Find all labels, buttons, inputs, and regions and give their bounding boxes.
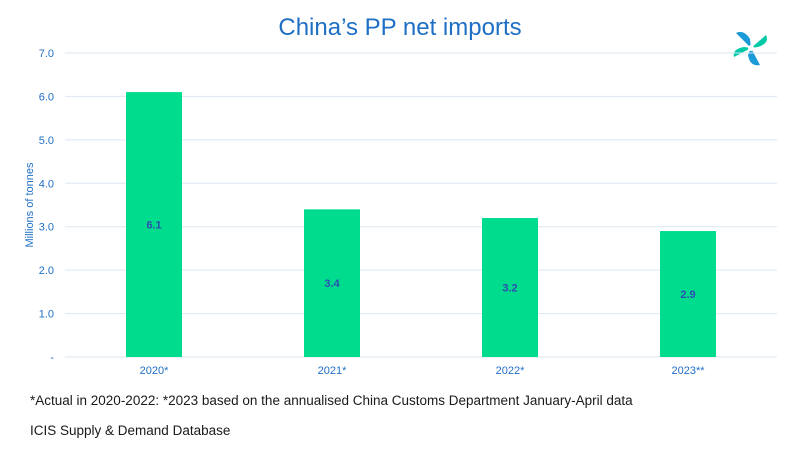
gridlines — [65, 52, 777, 358]
data-label: 6.1 — [146, 220, 161, 232]
y-tick-label: 7.0 — [39, 48, 54, 60]
y-tick-label: 1.0 — [39, 309, 54, 321]
x-tick-label: 2021* — [318, 365, 347, 377]
y-tick-label: 5.0 — [39, 135, 54, 147]
icis-logo-icon — [733, 31, 767, 66]
x-tick-label: 2020* — [140, 365, 169, 377]
y-tick-label: 3.0 — [39, 222, 54, 234]
x-axis-ticks: 2020* 2021* 2022* 2023** — [140, 365, 706, 377]
bar — [126, 92, 182, 357]
y-tick-label: 4.0 — [39, 178, 54, 190]
bar — [304, 209, 360, 357]
bar — [660, 231, 716, 357]
bar — [482, 218, 538, 357]
source-note: ICIS Supply & Demand Database — [30, 423, 231, 438]
chart-title: China’s PP net imports — [278, 14, 522, 41]
x-tick-label: 2023** — [671, 365, 705, 377]
bars — [126, 92, 716, 357]
data-label: 3.2 — [502, 283, 517, 295]
y-tick-label: 6.0 — [39, 91, 54, 103]
y-axis-label: Millions of tonnes — [24, 162, 36, 247]
footnote: *Actual in 2020-2022: *2023 based on the… — [30, 393, 633, 408]
x-tick-label: 2022* — [496, 365, 525, 377]
y-axis-ticks: - 1.0 2.0 3.0 4.0 5.0 6.0 7.0 — [39, 48, 55, 364]
data-labels: 6.1 3.4 3.2 2.9 — [146, 220, 695, 301]
data-label: 2.9 — [680, 289, 695, 301]
y-tick-label: 2.0 — [39, 265, 54, 277]
y-tick-label: - — [50, 352, 54, 364]
data-label: 3.4 — [324, 278, 340, 290]
